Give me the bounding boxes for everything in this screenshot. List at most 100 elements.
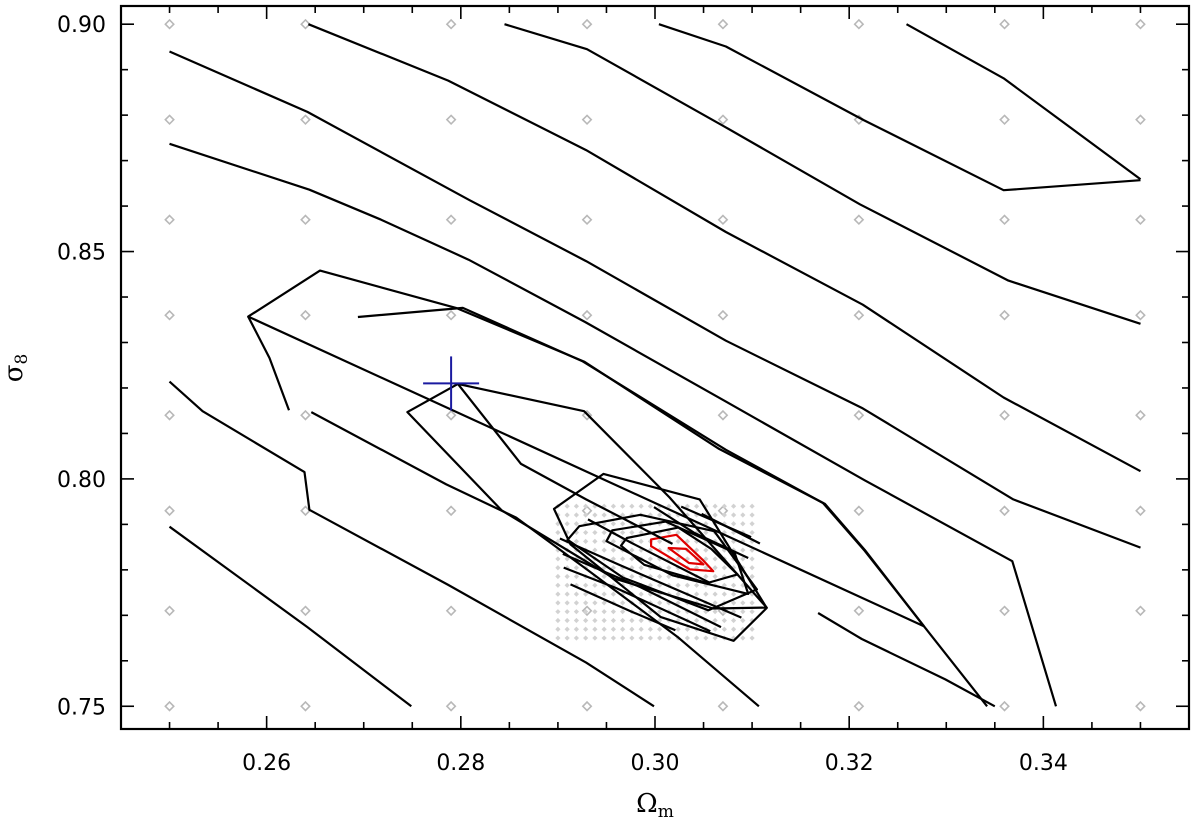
coarse-grid-point [445, 114, 457, 126]
coarse-grid-point [853, 700, 865, 712]
contour-line [168, 380, 655, 708]
fine-grid-point [610, 521, 616, 527]
coarse-grid-point [999, 309, 1010, 321]
fine-grid-point [712, 556, 718, 562]
fine-grid-point [583, 529, 589, 536]
fine-grid-point [703, 573, 709, 580]
fine-grid-point [703, 529, 709, 536]
fine-grid-point [740, 626, 746, 632]
coarse-grid-point [999, 505, 1010, 517]
fine-grid-point [749, 635, 755, 641]
fine-grid-point [629, 547, 635, 553]
coarse-grid-point [445, 214, 457, 226]
coarse-grid-point [853, 214, 865, 226]
coarse-grid-points [164, 18, 1146, 712]
fine-grid-point [610, 547, 616, 553]
fine-grid-point [620, 609, 626, 615]
fine-grid-point [666, 573, 672, 580]
fine-grid-point [620, 600, 626, 606]
fine-grid-point [629, 626, 635, 632]
fine-grid-point [675, 582, 681, 588]
fine-grid-point [583, 503, 589, 509]
fine-grid-point [666, 503, 672, 509]
fine-grid-point [666, 547, 672, 553]
coarse-grid-point [717, 18, 729, 30]
fine-grid-point [740, 609, 746, 615]
fine-grid-point [694, 591, 700, 597]
fine-grid-point [675, 529, 681, 536]
axis-ticks [121, 6, 1189, 729]
coarse-grid-point [1135, 309, 1146, 321]
fine-grid-point [583, 626, 589, 632]
fine-grid-point [721, 503, 727, 509]
fine-grid-point [703, 521, 709, 527]
fine-grid-point [601, 503, 607, 509]
y-tick-label: 0.85 [57, 241, 106, 266]
fine-grid-point [583, 609, 589, 615]
coarse-grid-point [300, 409, 311, 421]
fine-grid-point [573, 626, 580, 632]
fine-grid-point [740, 582, 746, 588]
fine-grid-point [740, 600, 746, 606]
fine-grid-point [629, 582, 635, 588]
coarse-grid-point [300, 214, 311, 226]
fine-grid-point [703, 565, 709, 571]
fine-grid-point [647, 565, 653, 571]
fine-grid-point [592, 600, 598, 606]
fine-grid-point [592, 617, 598, 624]
fine-grid-point [684, 635, 690, 641]
coarse-grid-point [164, 214, 175, 226]
fine-grid-point [740, 503, 746, 509]
fine-grid-point [564, 591, 570, 597]
coarse-grid-point [445, 700, 457, 712]
fine-grid-point [721, 512, 727, 518]
fine-grid-point [721, 626, 727, 632]
fine-grid-point [730, 626, 737, 632]
fine-grid-point [721, 609, 727, 615]
fine-grid-point [629, 573, 635, 580]
fine-grid-point [749, 600, 755, 606]
coarse-grid-point [164, 18, 175, 30]
fine-grid-point [610, 635, 616, 641]
fine-grid-point [647, 503, 653, 509]
fine-grid-point [647, 635, 653, 641]
fine-grid-point [592, 503, 598, 509]
fine-grid-point [694, 547, 700, 553]
fine-grid-point [638, 565, 644, 571]
fine-grid-point [638, 591, 644, 597]
fine-grid-point [583, 635, 589, 641]
fine-grid-point [638, 635, 644, 641]
fine-grid-point [638, 503, 644, 509]
fine-grid-point [620, 521, 626, 527]
fine-grid-point [564, 512, 570, 518]
fine-grid-point [583, 521, 589, 527]
fine-grid-point [675, 556, 681, 562]
fine-grid-point [684, 582, 690, 588]
coarse-grid-point [445, 309, 457, 321]
fine-grid-point [629, 635, 635, 641]
fine-grid-point [601, 547, 607, 553]
fine-grid-point [684, 521, 690, 527]
x-tick-label: 0.28 [436, 751, 485, 776]
y-tick-labels: 0.75 0.80 0.85 0.90 [57, 13, 106, 720]
fine-grid-point [592, 626, 598, 632]
fine-grid-point [620, 512, 626, 518]
x-tick-labels: 0.26 0.28 0.30 0.32 0.34 [242, 751, 1068, 776]
fine-grid-point [629, 556, 635, 562]
fine-grid-point [592, 547, 598, 553]
fine-grid-point [583, 538, 589, 544]
coarse-grid-point [853, 409, 865, 421]
fine-grid-point [730, 582, 737, 588]
fine-grid-point [620, 503, 626, 509]
fine-grid-point [555, 635, 561, 641]
fine-grid-point [564, 635, 570, 641]
coarse-grid-point [445, 18, 457, 30]
fine-grid-point [657, 582, 663, 588]
fine-grid-point [675, 591, 681, 597]
coarse-grid-point [164, 505, 175, 517]
contour-line [310, 411, 760, 708]
fine-grid-point [666, 565, 672, 571]
fine-grid-point [592, 635, 598, 641]
x-tick-label: 0.32 [825, 751, 874, 776]
